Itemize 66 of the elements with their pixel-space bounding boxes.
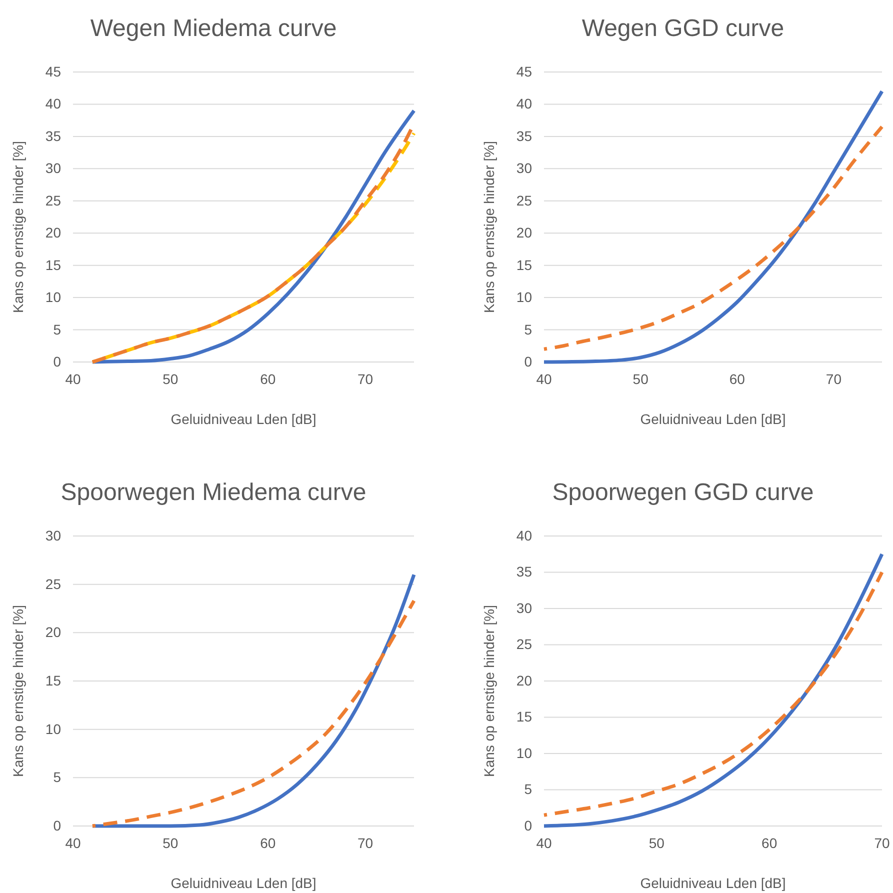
y-tick-label: 45	[516, 63, 532, 80]
x-axis-title: Geluidniveau Lden [dB]	[170, 875, 316, 891]
y-tick-label: 25	[45, 192, 62, 208]
x-tick-label: 70	[357, 834, 374, 851]
y-tick-label: 0	[524, 353, 532, 370]
y-tick-label: 45	[45, 63, 62, 80]
y-tick-label: 30	[45, 527, 62, 544]
chart-title: Wegen Miedema curve	[90, 15, 337, 42]
y-tick-label: 25	[45, 576, 62, 592]
x-tick-label: 60	[762, 834, 778, 851]
y-tick-label: 25	[516, 192, 532, 208]
chart-title: Spoorwegen Miedema curve	[60, 479, 366, 506]
x-tick-label: 50	[162, 370, 178, 387]
y-tick-label: 20	[516, 224, 532, 241]
y-axis-title: Kans op ernstige hinder [%]	[10, 605, 26, 777]
y-tick-label: 0	[53, 817, 62, 834]
y-tick-label: 10	[516, 744, 532, 761]
y-tick-label: 10	[45, 289, 62, 306]
y-axis-title: Kans op ernstige hinder [%]	[10, 141, 26, 313]
x-tick-label: 40	[65, 370, 81, 387]
y-tick-label: 0	[524, 817, 532, 834]
y-tick-label: 20	[45, 624, 62, 640]
line-series	[542, 90, 884, 364]
y-tick-label: 5	[524, 321, 532, 338]
y-tick-label: 15	[516, 708, 532, 725]
y-tick-label: 5	[53, 321, 62, 338]
x-tick-label: 50	[632, 370, 649, 387]
x-tick-label: 50	[162, 834, 178, 851]
y-tick-label: 15	[516, 256, 532, 273]
y-tick-label: 25	[516, 636, 532, 652]
y-tick-label: 20	[45, 224, 62, 241]
y-tick-label: 30	[516, 160, 532, 176]
y-tick-label: 20	[516, 672, 532, 688]
y-tick-label: 30	[45, 160, 62, 176]
y-tick-label: 10	[45, 720, 62, 737]
y-tick-label: 35	[45, 128, 62, 144]
x-axis-title: Geluidniveau Lden [dB]	[640, 875, 786, 891]
x-axis-title: Geluidniveau Lden [dB]	[170, 411, 316, 427]
y-tick-label: 0	[53, 353, 62, 370]
y-axis-title: Kans op ernstige hinder [%]	[481, 605, 497, 777]
x-tick-label: 60	[260, 834, 276, 851]
y-tick-label: 15	[45, 672, 62, 688]
y-tick-label: 35	[516, 128, 532, 144]
y-tick-label: 5	[524, 781, 532, 798]
y-tick-label: 40	[516, 527, 532, 544]
x-tick-label: 40	[536, 370, 552, 387]
y-tick-label: 10	[516, 289, 532, 306]
line-series	[542, 125, 884, 351]
y-tick-label: 40	[516, 96, 532, 112]
y-tick-label: 15	[45, 256, 62, 273]
x-tick-label: 70	[357, 370, 374, 387]
x-tick-label: 60	[260, 370, 276, 387]
x-tick-label: 70	[826, 370, 842, 387]
x-tick-label: 60	[729, 370, 746, 387]
x-tick-label: 50	[648, 834, 665, 851]
x-tick-label: 70	[874, 834, 890, 851]
y-tick-label: 5	[53, 769, 62, 786]
chart-title: Spoorwegen GGD curve	[552, 479, 814, 506]
chart-title: Wegen GGD curve	[582, 15, 784, 42]
x-tick-label: 40	[65, 834, 81, 851]
y-tick-label: 35	[516, 564, 532, 580]
x-axis-title: Geluidniveau Lden [dB]	[640, 411, 786, 427]
x-tick-label: 40	[536, 834, 552, 851]
y-axis-title: Kans op ernstige hinder [%]	[481, 141, 497, 313]
y-tick-label: 30	[516, 600, 532, 616]
y-tick-label: 40	[45, 96, 62, 112]
